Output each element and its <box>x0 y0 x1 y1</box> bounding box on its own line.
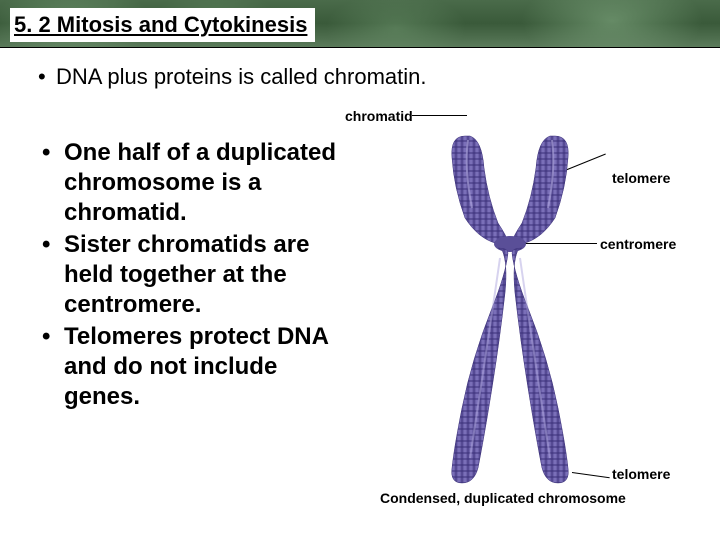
bullet-item: Telomeres protect DNA and do not include… <box>42 322 350 412</box>
diagram-caption: Condensed, duplicated chromosome <box>380 490 626 506</box>
intro-line: •DNA plus proteins is called chromatin. <box>20 64 700 90</box>
label-telomere-bottom: telomere <box>612 466 670 482</box>
slide-header: 5. 2 Mitosis and Cytokinesis <box>0 0 720 48</box>
diagram-column: chromatid telomere centromere telomere C… <box>350 108 700 528</box>
label-chromatid: chromatid <box>345 108 413 124</box>
bullet-list-column: One half of a duplicated chromosome is a… <box>20 108 350 414</box>
label-centromere: centromere <box>600 236 676 252</box>
intro-text: DNA plus proteins is called chromatin. <box>56 64 427 89</box>
bullet-item: Sister chromatids are held together at t… <box>42 230 350 320</box>
two-column-layout: One half of a duplicated chromosome is a… <box>20 108 700 528</box>
slide-content: •DNA plus proteins is called chromatin. … <box>0 48 720 538</box>
leader-line <box>412 115 467 116</box>
bullet-item: One half of a duplicated chromosome is a… <box>42 138 350 228</box>
chromosome-icon <box>420 128 610 488</box>
slide-title: 5. 2 Mitosis and Cytokinesis <box>10 8 315 42</box>
label-telomere-top: telomere <box>612 170 670 186</box>
